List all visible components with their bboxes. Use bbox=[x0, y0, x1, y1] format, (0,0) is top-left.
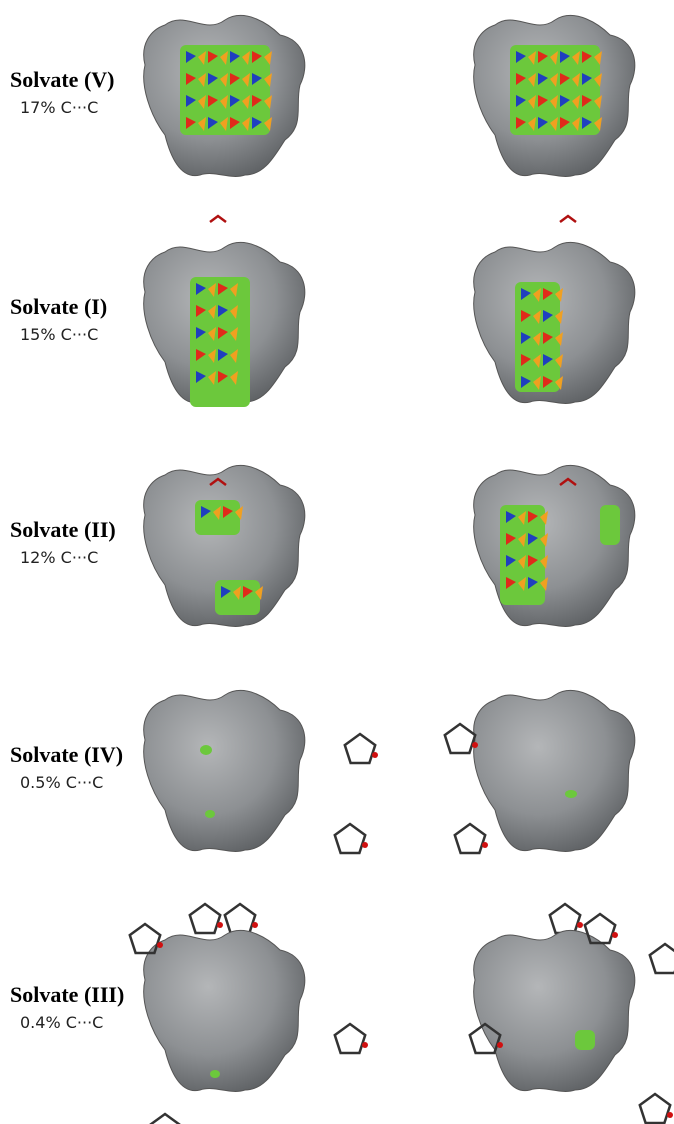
oxygen-atom bbox=[157, 942, 163, 948]
hirshfeld-surface bbox=[474, 0, 635, 176]
surface bbox=[474, 465, 635, 626]
solvent-fragment bbox=[210, 216, 226, 222]
curvedness-patch bbox=[205, 810, 215, 818]
oxygen-atom bbox=[667, 1112, 673, 1118]
solvent-fragment bbox=[560, 216, 576, 222]
solvent-ring bbox=[650, 944, 674, 973]
oxygen-atom bbox=[612, 932, 618, 938]
solvate-label: Solvate (I) bbox=[10, 294, 107, 319]
solvent-ring bbox=[225, 904, 255, 933]
curvedness-patch bbox=[190, 277, 250, 407]
solvent-ring bbox=[335, 1024, 365, 1053]
hirshfeld-surface bbox=[474, 465, 635, 626]
solvent-ring bbox=[640, 1094, 670, 1123]
hirshfeld-surface bbox=[470, 914, 674, 1123]
solvate-label: Solvate (II) bbox=[10, 517, 116, 542]
oxygen-atom bbox=[362, 842, 368, 848]
solvent-ring bbox=[190, 904, 220, 933]
surface bbox=[144, 930, 305, 1091]
contact-percent: 0.4% C···C bbox=[20, 1013, 103, 1032]
surface bbox=[474, 690, 635, 851]
solvate-label: Solvate (IV) bbox=[10, 742, 123, 767]
curvedness-patch bbox=[210, 1070, 220, 1078]
solvent-ring bbox=[130, 924, 160, 953]
curvedness-patch bbox=[565, 790, 577, 798]
contact-percent: 0.5% C···C bbox=[20, 773, 103, 792]
solvent-ring bbox=[445, 724, 475, 753]
solvent-ring bbox=[335, 824, 365, 853]
hirshfeld-surface bbox=[144, 0, 305, 176]
oxygen-atom bbox=[577, 922, 583, 928]
curvedness-patch bbox=[200, 745, 212, 755]
solvent-ring bbox=[585, 914, 615, 943]
surface bbox=[144, 690, 305, 851]
hirshfeld-surface bbox=[445, 690, 635, 932]
contact-percent: 17% C···C bbox=[20, 98, 98, 117]
curvedness-patch bbox=[575, 1030, 595, 1050]
oxygen-atom bbox=[482, 842, 488, 848]
oxygen-atom bbox=[472, 742, 478, 748]
hirshfeld-surface bbox=[144, 690, 378, 932]
oxygen-atom bbox=[362, 1042, 368, 1048]
hirshfeld-surface bbox=[144, 465, 305, 626]
solvent-ring bbox=[550, 904, 580, 933]
solvate-label: Solvate (V) bbox=[10, 67, 114, 92]
solvent-ring bbox=[455, 824, 485, 853]
hirshfeld-surface bbox=[130, 904, 368, 1124]
hirshfeld-surface bbox=[144, 216, 305, 407]
solvate-label: Solvate (III) bbox=[10, 982, 124, 1007]
figure: Solvate (V) 17% C···C Solvate (I) 15% C···C… bbox=[0, 0, 674, 1124]
surface bbox=[474, 930, 635, 1091]
contact-percent: 15% C···C bbox=[20, 325, 98, 344]
curvedness-patch bbox=[600, 505, 620, 545]
oxygen-atom bbox=[372, 752, 378, 758]
contact-percent: 12% C···C bbox=[20, 548, 98, 567]
oxygen-atom bbox=[252, 922, 258, 928]
oxygen-atom bbox=[217, 922, 223, 928]
solvent-ring bbox=[150, 1114, 180, 1124]
hirshfeld-surface bbox=[474, 216, 635, 403]
solvent-ring bbox=[345, 734, 375, 763]
oxygen-atom bbox=[497, 1042, 503, 1048]
